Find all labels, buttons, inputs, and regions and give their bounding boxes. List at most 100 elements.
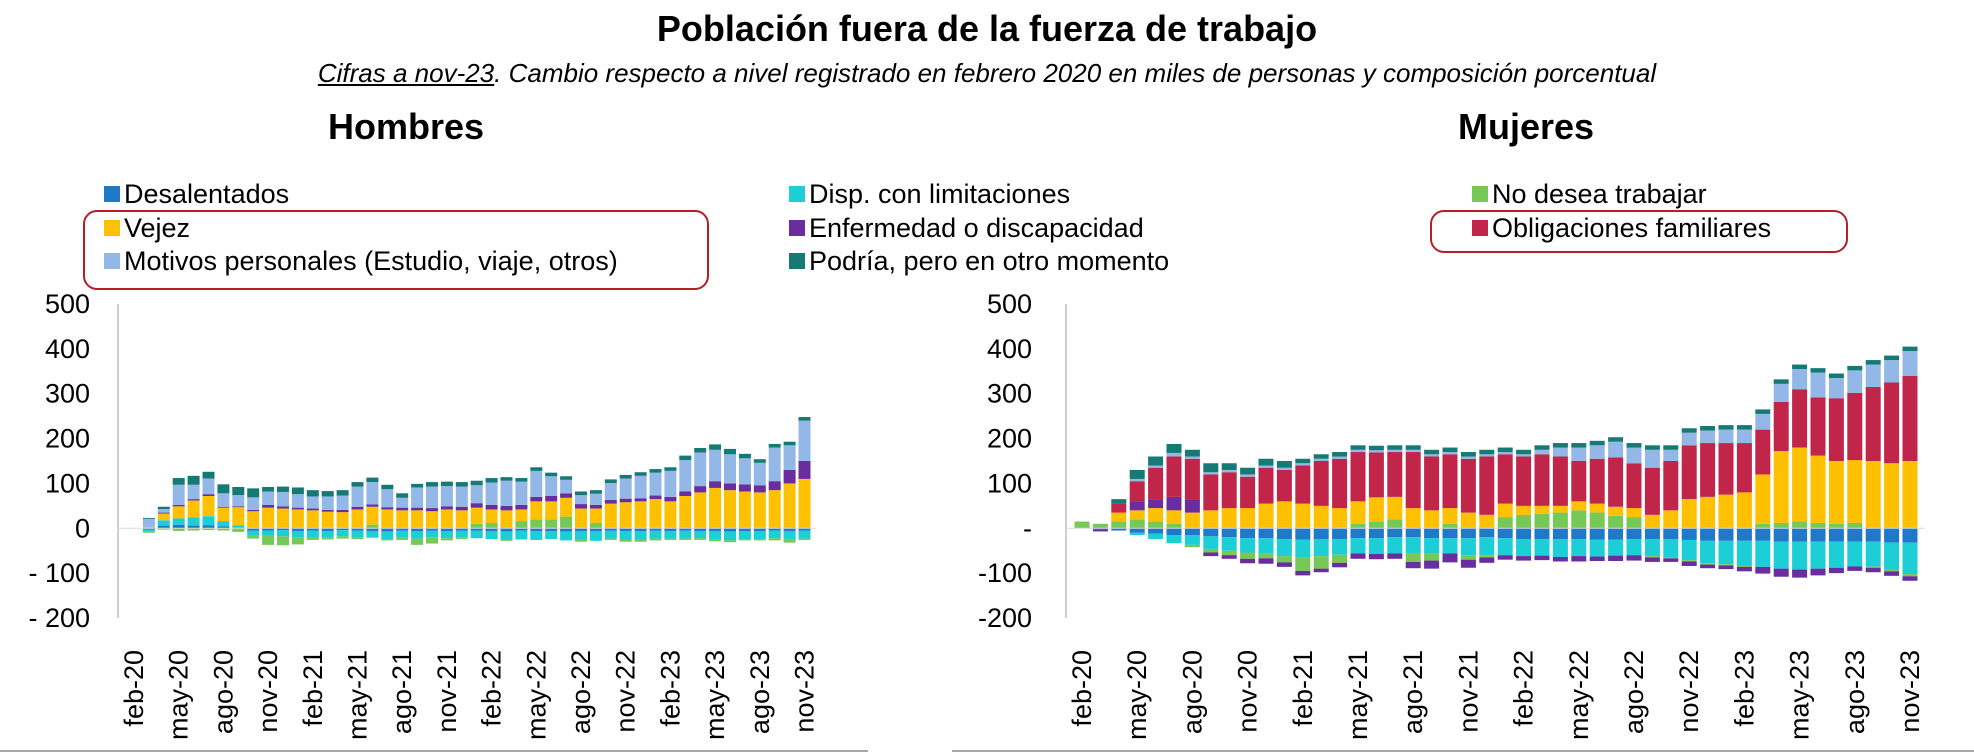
bar-segment — [232, 507, 245, 526]
bar-segment — [485, 482, 498, 505]
bar-segment — [649, 499, 662, 529]
bar-segment — [1810, 528, 1826, 542]
bar-segment — [500, 510, 513, 529]
bar-segment — [1516, 528, 1532, 540]
bar-segment — [1148, 465, 1164, 468]
bar-segment — [351, 482, 364, 487]
bar-segment — [1350, 445, 1366, 450]
bar-segment — [1865, 566, 1881, 568]
bar-segment — [1902, 375, 1918, 461]
bar-segment — [1644, 514, 1660, 529]
bar-segment — [589, 522, 602, 529]
bar-segment — [455, 530, 468, 538]
bar-segment — [1387, 449, 1403, 453]
bar-segment — [232, 506, 245, 508]
bar-segment — [485, 478, 498, 483]
bar-segment — [1718, 429, 1734, 444]
bar-segment — [1129, 532, 1145, 536]
bar-segment — [262, 507, 275, 529]
bar-segment — [1350, 538, 1366, 554]
bar-segment — [1221, 537, 1237, 551]
bar-segment — [247, 530, 260, 536]
bar-segment — [1608, 457, 1624, 507]
bar-segment — [515, 481, 528, 505]
bar-segment — [1350, 523, 1366, 529]
bar-segment — [1350, 501, 1366, 524]
bar-segment — [1166, 496, 1182, 511]
panel-title-hombres: Hombres — [328, 106, 485, 147]
bar-segment — [321, 509, 334, 512]
bar-segment — [1332, 562, 1348, 568]
bar-segment — [351, 509, 364, 529]
bar-segment — [1129, 478, 1145, 482]
bar-segment — [783, 483, 796, 529]
bar-segment — [1184, 512, 1200, 529]
bar-segment — [1700, 430, 1716, 444]
bar-segment — [366, 504, 379, 507]
legend-item-obligaciones-familiares: Obligaciones familiares — [1472, 213, 1771, 244]
bar-segment — [1552, 456, 1568, 506]
bar-segment — [1332, 528, 1348, 540]
bar-segment — [1681, 560, 1697, 562]
bar-segment — [396, 510, 409, 529]
bar-segment — [604, 530, 617, 539]
bar-segment — [530, 470, 543, 497]
bar-segment — [1736, 528, 1752, 541]
bar-segment — [1479, 555, 1495, 558]
bar-segment — [1295, 528, 1311, 540]
bar-segment — [277, 508, 289, 529]
bar-segment — [1663, 510, 1679, 529]
bar-segment — [426, 537, 438, 544]
legend-swatch — [1472, 186, 1488, 202]
bar-segment — [336, 509, 349, 513]
bar-segment — [1828, 541, 1844, 568]
bar-segment — [1313, 528, 1329, 540]
bar-segment — [634, 528, 647, 531]
bar-segment — [142, 528, 155, 530]
bar-segment — [1755, 540, 1771, 567]
bar-segment — [455, 528, 468, 531]
panel-title-mujeres: Mujeres — [1458, 106, 1595, 147]
bar-segment — [277, 491, 289, 507]
bar-segment — [440, 528, 453, 531]
x-tick-label: may-23 — [700, 650, 730, 740]
bar-segment — [1221, 472, 1237, 509]
bar-segment — [1828, 528, 1844, 542]
bar-segment — [575, 528, 587, 531]
bar-segment — [1810, 397, 1826, 456]
bar-segment — [1295, 539, 1311, 558]
bar-segment — [1387, 519, 1403, 529]
bar-segment — [1516, 454, 1532, 457]
bar-segment — [1497, 447, 1513, 453]
bar-segment — [575, 539, 587, 542]
bar-segment — [1129, 481, 1145, 502]
x-tick-label: nov-23 — [1895, 650, 1925, 733]
bar-segment — [187, 525, 200, 529]
bar-segment — [1424, 538, 1440, 554]
y-tick-label: 200 — [45, 424, 90, 454]
bar-segment — [1203, 548, 1219, 553]
bar-segment — [753, 492, 766, 529]
legend-item-podria: Podría, pero en otro momento — [789, 246, 1169, 277]
bar-segment — [500, 477, 513, 481]
bar-segment — [1203, 463, 1219, 473]
bar-segment — [277, 536, 289, 546]
bar-segment — [381, 509, 394, 529]
bar-segment — [455, 506, 468, 511]
bar-segment — [217, 506, 230, 508]
bar-segment — [455, 537, 468, 540]
bar-segment — [694, 538, 707, 540]
x-tick-label: ago-22 — [566, 650, 596, 734]
bar-segment — [709, 444, 722, 450]
bar-segment — [1828, 373, 1844, 379]
bar-segment — [172, 518, 185, 525]
y-tick-label: 500 — [45, 289, 90, 319]
bar-segment — [634, 539, 647, 542]
bar-segment — [291, 487, 304, 495]
bar-segment — [1460, 559, 1476, 568]
bar-segment — [709, 481, 722, 488]
x-tick-label: ago-21 — [387, 650, 417, 734]
legend-swatch — [104, 253, 120, 269]
bar-segment — [1332, 539, 1348, 555]
x-tick-label: may-20 — [1122, 650, 1152, 740]
